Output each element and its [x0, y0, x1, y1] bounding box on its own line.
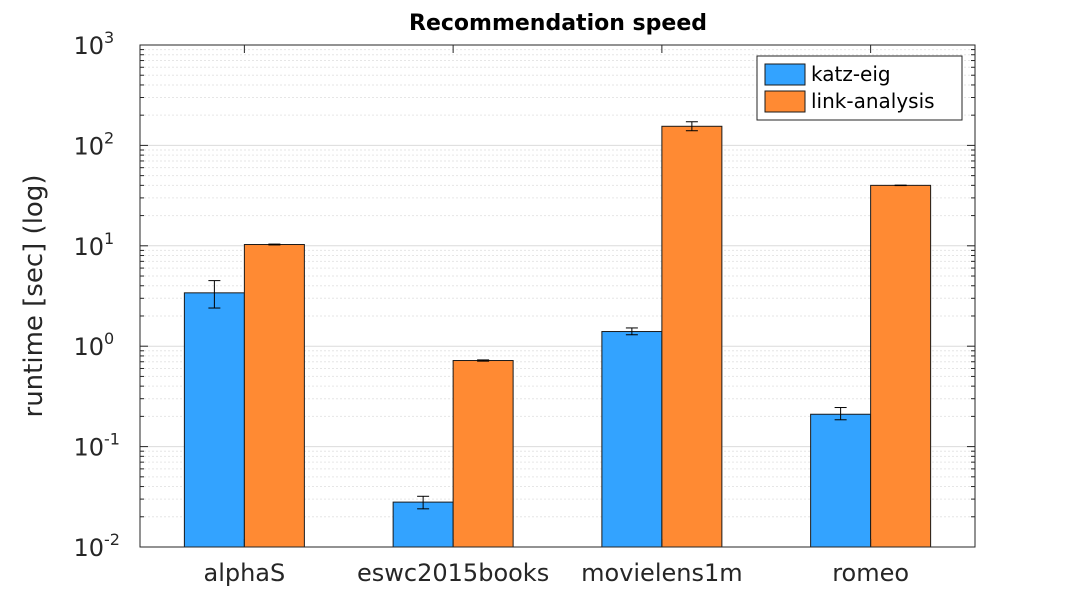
legend-label-link-analysis: link-analysis	[811, 89, 935, 113]
y-axis-label: runtime [sec] (log)	[19, 175, 49, 418]
bar-katz-eig-eswc2015books	[392, 501, 454, 548]
x-tick-label: romeo	[832, 559, 909, 587]
y-tick-label: 10	[73, 233, 104, 261]
x-tick-label: alphaS	[203, 559, 285, 587]
y-tick-exponent: 0	[104, 329, 114, 348]
y-tick-label: 10	[73, 434, 104, 462]
x-tick-labels: alphaS eswc2015books movielens1m romeo	[203, 559, 909, 587]
chart-title: Recommendation speed	[409, 11, 707, 36]
y-tick-label: 10	[73, 32, 104, 60]
x-tick-label: eswc2015books	[357, 559, 549, 587]
bar-link-analysis-romeo	[870, 184, 932, 548]
y-tick-exponent: -1	[104, 430, 120, 449]
bars	[183, 121, 932, 548]
legend-swatch-link-analysis	[764, 90, 806, 113]
legend-swatch-katz-eig	[764, 63, 806, 86]
y-tick-exponent: 2	[104, 128, 114, 147]
y-tick-label: 10	[73, 534, 104, 562]
bar-katz-eig-movielens1m	[601, 331, 663, 548]
y-tick-label: 10	[73, 132, 104, 160]
y-tick-exponent: -2	[104, 530, 120, 549]
legend: katz-eig link-analysis	[756, 55, 963, 121]
bar-link-analysis-eswc2015books	[452, 360, 514, 548]
axes	[139, 44, 976, 548]
y-tick-exponent: 3	[104, 28, 114, 47]
legend-label-katz-eig: katz-eig	[811, 62, 891, 86]
y-tick-label: 10	[73, 333, 104, 361]
plot-frame	[139, 44, 976, 548]
y-tick-exponent: 1	[104, 229, 114, 248]
x-tick-label: movielens1m	[581, 559, 743, 587]
grid	[140, 49, 975, 518]
bar-katz-eig-romeo	[810, 413, 872, 548]
bar-link-analysis-movielens1m	[661, 125, 723, 548]
bar-link-analysis-alphaS	[243, 244, 305, 548]
bar-katz-eig-alphaS	[183, 292, 245, 548]
